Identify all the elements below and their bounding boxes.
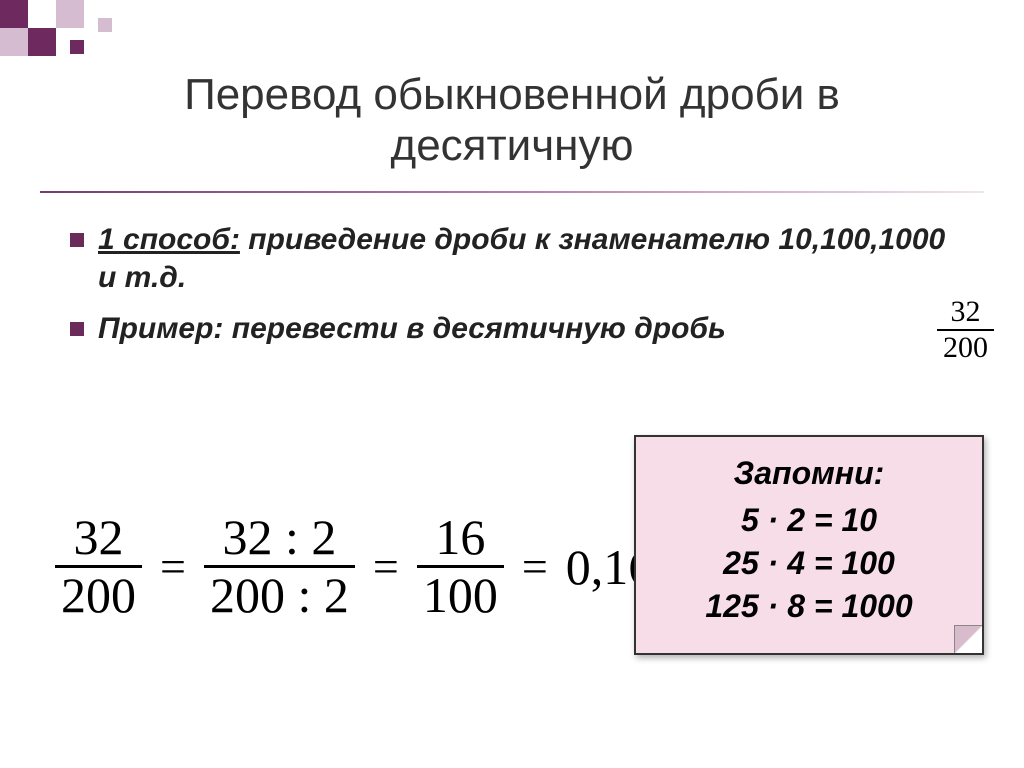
- bullet-marker: [70, 233, 84, 247]
- deco-square: [0, 0, 28, 28]
- bullet-2-rest: перевести в десятичную дробь: [223, 312, 725, 345]
- eq-frac-3: 16 100: [417, 510, 504, 623]
- bullet-2-label: Пример:: [98, 312, 223, 345]
- bullet-1-text: 1 способ: приведение дроби к знаменателю…: [98, 221, 954, 296]
- deco-square: [28, 28, 56, 56]
- remember-box: Запомни: 5 · 2 = 10 25 · 4 = 100 125 · 8…: [634, 435, 984, 655]
- dogear-icon: [954, 625, 982, 653]
- bullet-marker: [70, 322, 84, 336]
- remember-line-3: 125 · 8 = 1000: [650, 588, 968, 625]
- slide-title: Перевод обыкновенной дроби в десятичную: [0, 0, 1024, 191]
- example-fraction-den: 200: [937, 331, 994, 365]
- deco-square: [98, 18, 112, 32]
- equals-sign: =: [373, 540, 399, 593]
- deco-square: [0, 28, 28, 56]
- bullet-2-text: Пример: перевести в десятичную дробь: [98, 310, 726, 348]
- eq-frac-2: 32 : 2 200 : 2: [204, 510, 355, 623]
- deco-square: [28, 0, 56, 28]
- title-underline: [40, 191, 984, 193]
- remember-line-2: 25 · 4 = 100: [650, 545, 968, 582]
- example-fraction-num: 32: [937, 295, 994, 331]
- equation-line: 32 200 = 32 : 2 200 : 2 = 16 100 = 0,16: [55, 510, 653, 623]
- deco-square: [56, 0, 84, 28]
- deco-square: [70, 40, 84, 54]
- remember-title: Запомни:: [650, 455, 968, 492]
- corner-decoration: [0, 0, 140, 60]
- bullet-1: 1 способ: приведение дроби к знаменателю…: [70, 221, 954, 296]
- remember-line-1: 5 · 2 = 10: [650, 502, 968, 539]
- eq-frac-1: 32 200: [55, 510, 142, 623]
- bullet-1-label: 1 способ:: [98, 223, 240, 256]
- bullet-list: 1 способ: приведение дроби к знаменателю…: [0, 221, 1024, 348]
- bullet-2: Пример: перевести в десятичную дробь: [70, 310, 954, 348]
- example-fraction: 32 200: [937, 295, 994, 365]
- equals-sign: =: [522, 540, 548, 593]
- equals-sign: =: [160, 540, 186, 593]
